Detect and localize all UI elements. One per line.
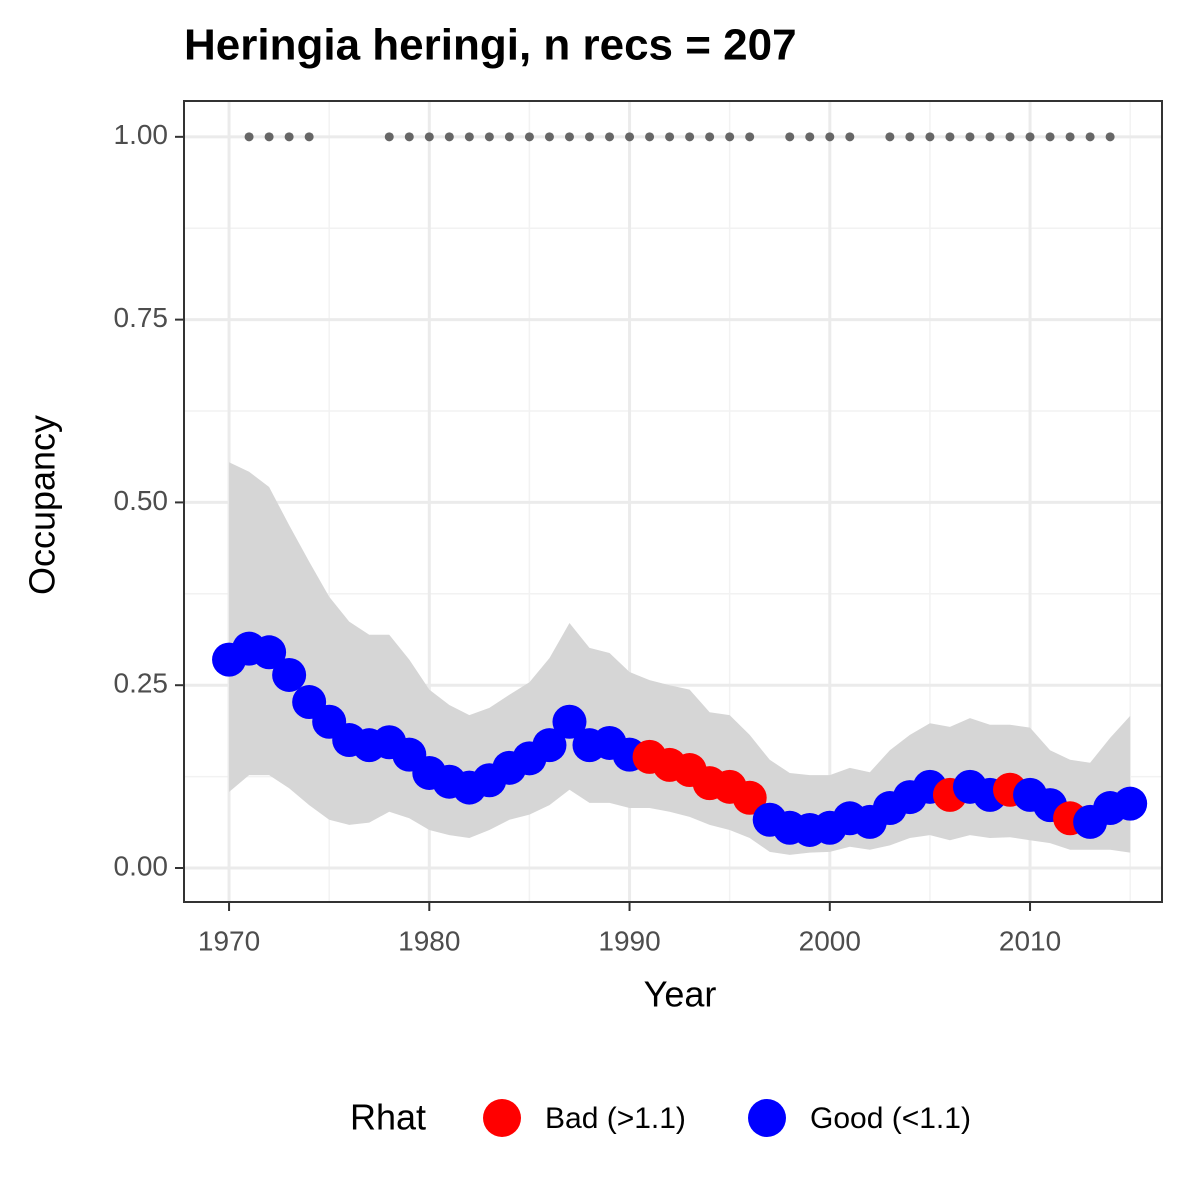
x-tick-label: 1980 — [398, 925, 460, 956]
record-dot — [284, 132, 294, 142]
record-dot — [825, 132, 835, 142]
record-dot — [665, 132, 675, 142]
record-dot — [524, 132, 534, 142]
occupancy-point — [732, 780, 767, 815]
legend-key — [748, 1099, 786, 1137]
record-dot — [1085, 132, 1095, 142]
record-dot — [1025, 132, 1035, 142]
legend-key — [483, 1099, 521, 1137]
y-tick-label: 0.75 — [114, 302, 169, 333]
occupancy-point — [252, 635, 287, 670]
x-tick-label: 2010 — [999, 925, 1061, 956]
y-tick-label: 1.00 — [114, 119, 169, 150]
record-dot — [725, 132, 735, 142]
occupancy-point — [552, 704, 587, 739]
record-dot — [544, 132, 554, 142]
record-dot — [1005, 132, 1015, 142]
record-dot — [584, 132, 594, 142]
confidence-ribbon — [229, 462, 1131, 855]
occupancy-point — [532, 728, 567, 763]
record-dot — [845, 132, 855, 142]
record-dot — [484, 132, 494, 142]
record-dot — [564, 132, 574, 142]
record-dot — [705, 132, 715, 142]
record-dot — [444, 132, 454, 142]
record-dot — [504, 132, 514, 142]
record-dot — [785, 132, 795, 142]
x-tick-label: 2000 — [799, 925, 861, 956]
legend-label: Good (<1.1) — [810, 1102, 971, 1135]
y-axis-title: Occupancy — [22, 415, 63, 595]
record-dot — [424, 132, 434, 142]
record-dot — [244, 132, 254, 142]
chart-title: Heringia heringi, n recs = 207 — [184, 21, 797, 70]
record-dot — [905, 132, 915, 142]
record-dot — [1065, 132, 1075, 142]
x-axis-title: Year — [644, 974, 717, 1015]
panel-border — [183, 100, 1163, 903]
record-dot — [1045, 132, 1055, 142]
record-dot — [925, 132, 935, 142]
record-dot — [685, 132, 695, 142]
record-dot — [625, 132, 635, 142]
record-dot — [645, 132, 655, 142]
y-tick-label: 0.50 — [114, 485, 169, 516]
record-dot — [965, 132, 975, 142]
x-tick-label: 1990 — [598, 925, 660, 956]
legend-label: Bad (>1.1) — [545, 1102, 686, 1135]
record-dot — [745, 132, 755, 142]
record-dot — [1105, 132, 1115, 142]
occupancy-point — [272, 657, 307, 692]
record-dot — [985, 132, 995, 142]
record-dot — [464, 132, 474, 142]
record-dot — [404, 132, 414, 142]
record-dot — [805, 132, 815, 142]
record-dot — [885, 132, 895, 142]
record-dot — [384, 132, 394, 142]
record-dot — [605, 132, 615, 142]
occupancy-point — [1113, 786, 1148, 821]
record-dot — [304, 132, 314, 142]
y-tick-label: 0.00 — [114, 850, 169, 881]
record-dot — [264, 132, 274, 142]
x-tick-label: 1970 — [198, 925, 260, 956]
legend-title: Rhat — [350, 1097, 426, 1138]
record-dot — [945, 132, 955, 142]
y-tick-label: 0.25 — [114, 668, 169, 699]
